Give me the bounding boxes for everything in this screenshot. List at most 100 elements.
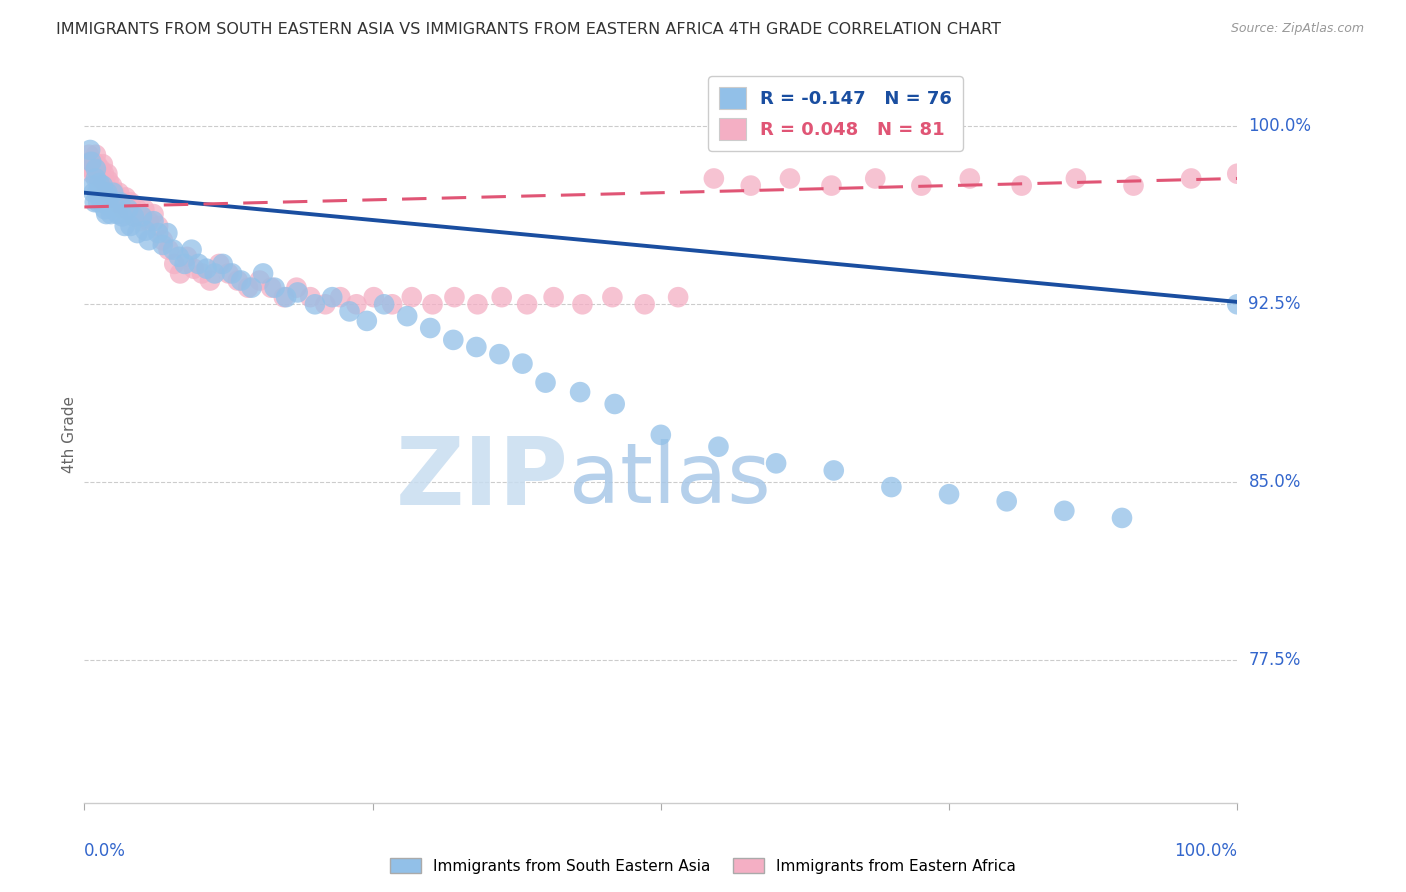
Point [285, 280, 308, 294]
Point [180, 243, 202, 257]
Point [77, 147, 100, 161]
Y-axis label: 4th Grade: 4th Grade [62, 396, 77, 474]
Point [138, 214, 160, 228]
Point [127, 202, 149, 217]
Point [83, 167, 105, 181]
Point [191, 267, 214, 281]
Point [1053, 504, 1076, 518]
Point [314, 297, 336, 311]
Point [339, 304, 361, 318]
Point [96, 207, 118, 221]
Point [512, 357, 534, 371]
Point [183, 261, 205, 276]
Point [84, 147, 107, 161]
Point [138, 233, 160, 247]
Point [1064, 171, 1087, 186]
Text: Source: ZipAtlas.com: Source: ZipAtlas.com [1230, 22, 1364, 36]
Point [89, 176, 111, 190]
Point [910, 178, 932, 193]
Point [120, 195, 142, 210]
Point [169, 267, 191, 281]
Point [89, 171, 111, 186]
Point [84, 171, 107, 186]
Point [98, 183, 121, 197]
Point [96, 186, 118, 200]
Point [101, 178, 124, 193]
Point [90, 171, 112, 186]
Point [93, 167, 115, 181]
Point [96, 167, 118, 181]
Point [173, 257, 195, 271]
Point [142, 214, 165, 228]
Point [91, 178, 114, 193]
Point [93, 190, 115, 204]
Point [162, 243, 184, 257]
Point [83, 154, 105, 169]
Point [419, 321, 441, 335]
Point [263, 280, 285, 294]
Point [86, 186, 108, 200]
Point [94, 176, 117, 190]
Point [1226, 297, 1249, 311]
Point [204, 267, 226, 281]
Point [87, 167, 110, 181]
Point [157, 243, 180, 257]
Text: 85.0%: 85.0% [1249, 474, 1301, 491]
Point [115, 190, 138, 204]
Point [97, 174, 120, 188]
Point [602, 290, 624, 304]
Point [110, 195, 132, 210]
Point [381, 297, 404, 311]
Point [441, 333, 464, 347]
Point [634, 297, 657, 311]
Point [105, 195, 128, 210]
Point [103, 186, 124, 200]
Point [880, 480, 903, 494]
Point [938, 487, 960, 501]
Text: ZIP: ZIP [395, 433, 568, 525]
Point [465, 340, 488, 354]
Point [80, 154, 103, 169]
Point [221, 267, 243, 281]
Point [995, 494, 1018, 508]
Point [260, 280, 283, 294]
Point [112, 202, 135, 217]
Point [103, 186, 125, 200]
Point [1111, 511, 1133, 525]
Point [91, 157, 114, 171]
Point [823, 463, 845, 477]
Point [571, 297, 593, 311]
Point [650, 427, 672, 442]
Point [82, 167, 104, 181]
Point [129, 214, 152, 228]
Point [127, 226, 149, 240]
Point [80, 161, 103, 176]
Point [304, 297, 326, 311]
Point [100, 207, 122, 221]
Point [83, 186, 105, 200]
Point [569, 385, 592, 400]
Point [97, 190, 120, 204]
Point [240, 280, 263, 294]
Point [111, 210, 134, 224]
Point [198, 274, 221, 288]
Point [146, 219, 169, 233]
Point [108, 195, 131, 210]
Point [226, 274, 249, 288]
Point [603, 397, 626, 411]
Point [321, 290, 343, 304]
Point [373, 297, 395, 311]
Point [122, 210, 145, 224]
Point [94, 202, 117, 217]
Point [176, 250, 198, 264]
Point [396, 309, 419, 323]
Point [299, 290, 322, 304]
Point [120, 219, 142, 233]
Point [1122, 178, 1144, 193]
Point [134, 202, 156, 217]
Point [356, 314, 378, 328]
Point [740, 178, 762, 193]
Point [703, 171, 725, 186]
Point [96, 186, 118, 200]
Legend: R = -0.147   N = 76, R = 0.048   N = 81: R = -0.147 N = 76, R = 0.048 N = 81 [709, 76, 963, 151]
